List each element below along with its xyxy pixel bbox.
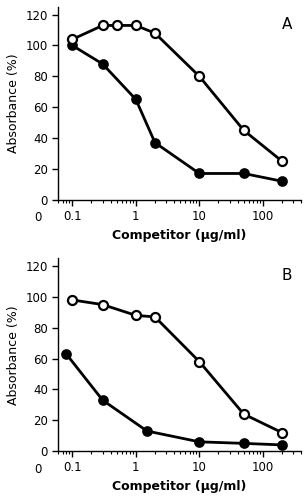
Y-axis label: Absorbance (%): Absorbance (%) [7, 54, 20, 153]
Text: A: A [282, 16, 292, 32]
X-axis label: Competitor (μg/ml): Competitor (μg/ml) [112, 228, 247, 241]
Text: 0: 0 [34, 212, 41, 224]
X-axis label: Competitor (μg/ml): Competitor (μg/ml) [112, 480, 247, 493]
Text: 0: 0 [34, 462, 41, 475]
Text: B: B [282, 268, 292, 283]
Y-axis label: Absorbance (%): Absorbance (%) [7, 305, 20, 404]
